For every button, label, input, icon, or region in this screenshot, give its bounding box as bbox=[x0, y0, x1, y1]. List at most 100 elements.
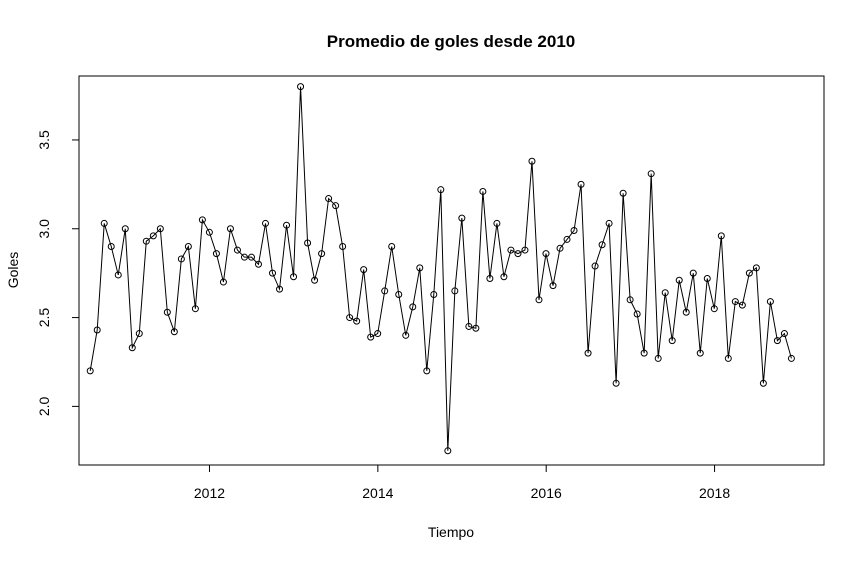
data-point bbox=[451, 287, 459, 295]
data-point bbox=[212, 250, 220, 258]
data-point bbox=[121, 225, 129, 233]
data-point bbox=[570, 227, 578, 235]
data-point bbox=[149, 232, 157, 240]
data-point bbox=[93, 326, 101, 334]
data-point bbox=[156, 225, 164, 233]
data-point bbox=[395, 290, 403, 298]
data-point bbox=[577, 180, 585, 188]
data-point bbox=[346, 314, 354, 322]
data-point bbox=[486, 274, 494, 282]
data-point bbox=[205, 228, 213, 236]
data-point bbox=[339, 243, 347, 251]
data-point bbox=[381, 287, 389, 295]
data-point bbox=[605, 219, 613, 227]
data-point bbox=[556, 244, 564, 252]
data-point bbox=[128, 344, 136, 352]
data-point bbox=[276, 285, 284, 293]
data-point bbox=[773, 337, 781, 345]
data-point bbox=[311, 276, 319, 284]
data-point bbox=[100, 219, 108, 227]
data-point bbox=[367, 333, 375, 341]
data-point bbox=[563, 235, 571, 243]
data-point bbox=[430, 290, 438, 298]
data-point bbox=[528, 157, 536, 165]
data-point bbox=[304, 239, 312, 247]
data-point bbox=[626, 296, 634, 304]
data-point bbox=[668, 337, 676, 345]
data-point bbox=[759, 379, 767, 387]
x-axis-label: Tiempo bbox=[428, 524, 474, 540]
data-point bbox=[409, 303, 417, 311]
data-point bbox=[233, 246, 241, 254]
data-point bbox=[290, 273, 298, 281]
data-point bbox=[114, 271, 122, 279]
data-point bbox=[752, 264, 760, 272]
data-point bbox=[318, 250, 326, 258]
data-point bbox=[465, 322, 473, 330]
data-point bbox=[724, 354, 732, 362]
data-point bbox=[240, 253, 248, 261]
data-point bbox=[675, 276, 683, 284]
data-point bbox=[717, 232, 725, 240]
data-point bbox=[549, 282, 557, 290]
data-point bbox=[402, 331, 410, 339]
data-point bbox=[766, 298, 774, 306]
data-point bbox=[640, 349, 648, 357]
data-point bbox=[444, 447, 452, 455]
data-point bbox=[647, 170, 655, 178]
data-point bbox=[584, 349, 592, 357]
data-point bbox=[269, 269, 277, 277]
data-point bbox=[458, 214, 466, 222]
data-points bbox=[86, 83, 795, 455]
data-point bbox=[142, 237, 150, 245]
data-point bbox=[191, 305, 199, 313]
data-point bbox=[332, 202, 340, 210]
data-point bbox=[731, 298, 739, 306]
data-point bbox=[710, 305, 718, 313]
x-tick-label-2014: 2014 bbox=[362, 485, 393, 501]
chart-title: Promedio de goles desde 2010 bbox=[327, 32, 575, 51]
data-point bbox=[135, 330, 143, 338]
data-point bbox=[184, 243, 192, 251]
data-point bbox=[374, 330, 382, 338]
data-point bbox=[507, 246, 515, 254]
data-point bbox=[360, 266, 368, 274]
data-point bbox=[479, 187, 487, 195]
x-tick-label-2012: 2012 bbox=[194, 485, 225, 501]
data-point bbox=[226, 225, 234, 233]
data-point bbox=[86, 367, 94, 375]
data-point bbox=[493, 219, 501, 227]
data-point bbox=[682, 308, 690, 316]
y-axis-label: Goles bbox=[5, 252, 21, 289]
data-point bbox=[780, 330, 788, 338]
data-point bbox=[514, 250, 522, 258]
data-point bbox=[661, 289, 669, 297]
x-tick-label-2018: 2018 bbox=[699, 485, 730, 501]
data-point bbox=[745, 269, 753, 277]
data-point bbox=[353, 317, 361, 325]
data-point bbox=[535, 296, 543, 304]
x-tick-label-2016: 2016 bbox=[531, 485, 562, 501]
y-tick-label-2.5: 2.5 bbox=[36, 308, 52, 328]
data-point bbox=[170, 328, 178, 336]
data-point bbox=[654, 354, 662, 362]
plot-frame bbox=[78, 75, 825, 466]
data-point bbox=[689, 269, 697, 277]
data-point bbox=[703, 274, 711, 282]
series-line bbox=[89, 86, 792, 451]
data-point bbox=[787, 354, 795, 362]
data-point bbox=[598, 241, 606, 249]
y-tick-label-3.5: 3.5 bbox=[36, 130, 52, 150]
data-point bbox=[738, 301, 746, 309]
data-point bbox=[247, 253, 255, 261]
y-tick-label-2.0: 2.0 bbox=[36, 396, 52, 416]
data-point bbox=[423, 367, 431, 375]
data-point bbox=[542, 250, 550, 258]
data-point bbox=[633, 310, 641, 318]
data-point bbox=[177, 255, 185, 263]
data-point bbox=[262, 219, 269, 227]
data-point bbox=[591, 262, 599, 270]
y-tick-label-3.0: 3.0 bbox=[36, 219, 52, 239]
data-point bbox=[388, 243, 396, 251]
